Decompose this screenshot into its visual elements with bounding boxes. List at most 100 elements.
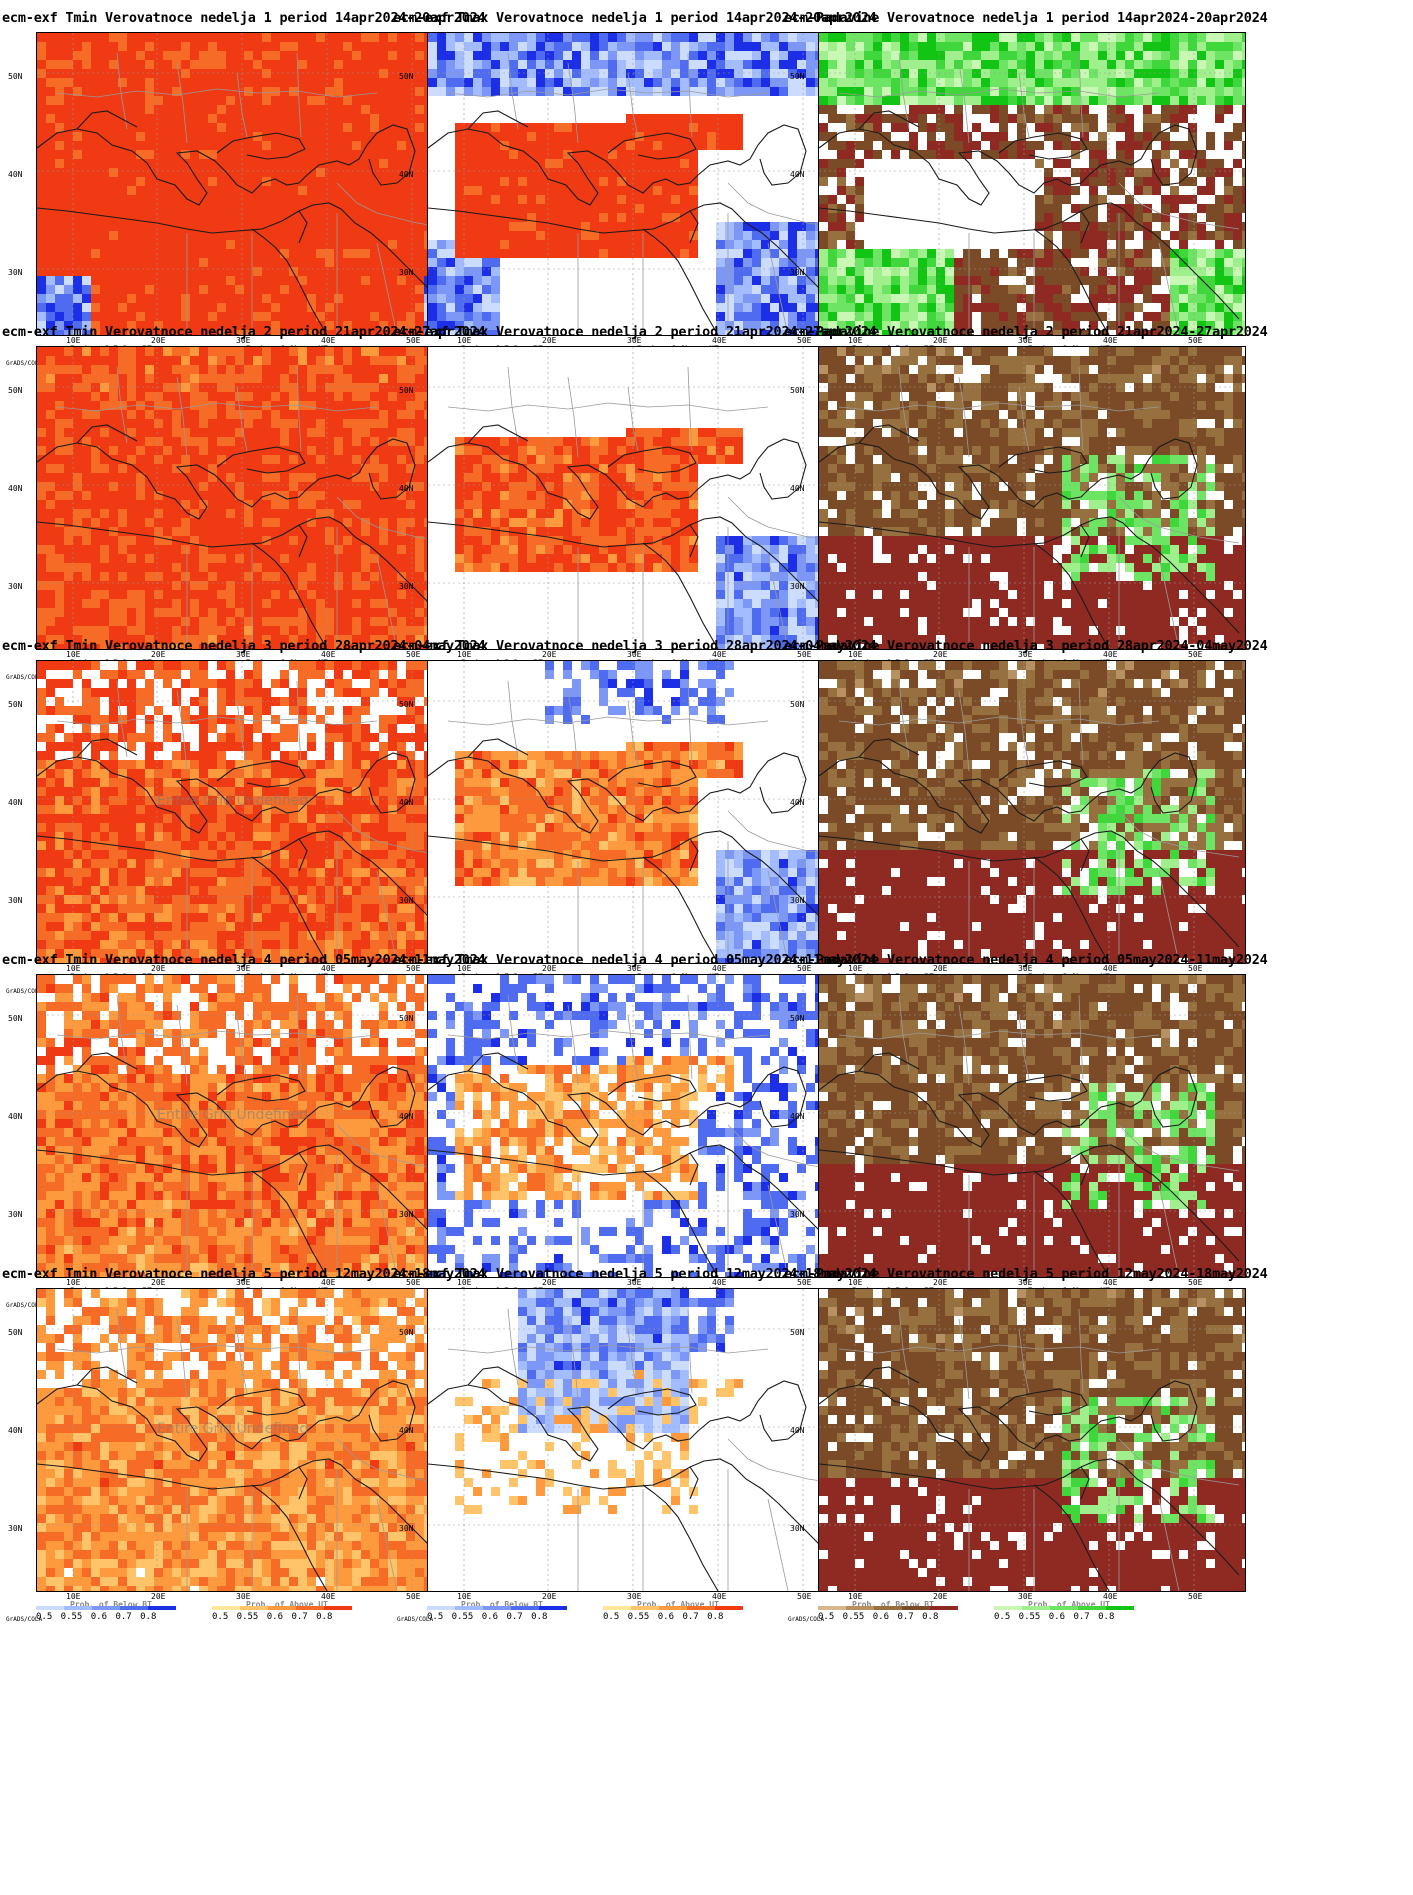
longitude-label: 20E [933,650,948,659]
coastline [428,738,849,963]
graticule [37,347,463,649]
longitude-label: 50E [1188,650,1203,659]
latitude-label: 40N [8,484,23,493]
longitude-label: 40E [321,1592,336,1601]
map-frame [36,346,464,650]
graticule [819,661,1245,963]
longitude-label: 10E [848,964,863,973]
coastline [819,1052,1240,1277]
panel-title: ecm-Padavine Verovatnoce nedelja 5 perio… [784,1266,1268,1282]
country-borders [56,52,458,335]
longitude-label: 10E [66,336,81,345]
legend-title: Prob. of Above UT [246,1600,328,1609]
legend-ticks: 0.5 0.55 0.6 0.7 0.8 [427,1612,548,1622]
country-borders [838,680,1240,963]
longitude-label: 30E [627,1278,642,1287]
legend-title: Prob. of Below BT [852,1600,934,1609]
graticule [428,975,854,1277]
map-frame [427,974,855,1278]
graticule [819,975,1245,1277]
grads-credit: GrADS/COLA [397,1616,434,1623]
latitude-label: 30N [8,896,23,905]
panel-title: ecm-exf Tmax Verovatnoce nedelja 2 perio… [393,324,877,340]
latitude-label: 40N [8,1426,23,1435]
grads-credit: GrADS/COLA [6,1616,43,1623]
latitude-label: 40N [8,798,23,807]
longitude-label: 30E [236,650,251,659]
coastline [428,1052,849,1277]
latitude-label: 30N [790,896,805,905]
map-svg [37,975,463,1277]
map-panel: ecm-exf Tmax Verovatnoce nedelja 4 perio… [391,942,877,1321]
longitude-label: 40E [1103,1278,1118,1287]
longitude-label: 10E [848,336,863,345]
map-frame [427,32,855,336]
legend-colorbar [818,1606,958,1610]
longitude-label: 20E [151,1592,166,1601]
map-panel: ecm-exf Tmax Verovatnoce nedelja 2 perio… [391,314,877,693]
longitude-label: 30E [1018,650,1033,659]
map-svg [37,347,463,649]
longitude-label: 20E [542,1592,557,1601]
latitude-label: 30N [790,268,805,277]
longitude-label: 30E [627,1592,642,1601]
latitude-label: 50N [8,72,23,81]
longitude-label: 30E [627,964,642,973]
legend-colorbar [603,1606,743,1610]
longitude-label: 40E [321,1278,336,1287]
map-svg [819,347,1245,649]
map-frame [818,974,1246,1278]
longitude-label: 40E [1103,336,1118,345]
panel-title: ecm-exf Tmin Verovatnoce nedelja 3 perio… [2,638,486,654]
longitude-label: 20E [933,964,948,973]
latitude-label: 40N [399,1112,414,1121]
panel-title: ecm-Padavine Verovatnoce nedelja 4 perio… [784,952,1268,968]
probability-field [819,33,1245,335]
coastline [37,1052,458,1277]
country-borders [838,994,1240,1277]
longitude-label: 20E [933,336,948,345]
longitude-label: 50E [1188,336,1203,345]
probability-field [819,347,1245,649]
map-frame [818,660,1246,964]
coastline [37,738,458,963]
probability-field [819,661,1245,963]
graticule [37,975,463,1277]
legend-below: Prob. of Below BT 0.5 0.55 0.6 0.7 0.8 [427,1600,587,1628]
probability-field [37,975,463,1277]
latitude-label: 40N [790,1112,805,1121]
longitude-label: 10E [66,1592,81,1601]
longitude-label: 10E [457,1278,472,1287]
longitude-label: 30E [1018,1278,1033,1287]
coastline [819,738,1240,963]
coastline [37,424,458,649]
country-borders [56,680,458,963]
latitude-label: 50N [790,1328,805,1337]
coastline [819,110,1240,335]
probability-field [455,1289,743,1514]
longitude-label: 40E [1103,1592,1118,1601]
panel-title: ecm-Padavine Verovatnoce nedelja 1 perio… [784,10,1268,26]
longitude-label: 30E [1018,1592,1033,1601]
longitude-label: 30E [1018,336,1033,345]
latitude-label: 30N [8,1524,23,1533]
longitude-label: 40E [321,336,336,345]
graticule [37,1289,463,1591]
longitude-label: 40E [712,336,727,345]
legend-title: Prob. of Above UT [1028,1600,1110,1609]
panel-title: ecm-exf Tmax Verovatnoce nedelja 3 perio… [393,638,877,654]
latitude-label: 50N [790,72,805,81]
map-svg [819,33,1245,335]
longitude-label: 10E [66,1278,81,1287]
map-svg [819,975,1245,1277]
map-frame: Entire Grid Undefined [36,974,464,1278]
coastline [819,424,1240,649]
longitude-label: 40E [712,964,727,973]
longitude-label: 40E [321,650,336,659]
map-panel: ecm-exf Tmax Verovatnoce nedelja 1 perio… [391,0,877,379]
latitude-label: 50N [399,1014,414,1023]
longitude-label: 10E [457,964,472,973]
map-panel: ecm-exf Tmin Verovatnoce nedelja 2 perio… [0,314,486,693]
coastline [37,110,458,335]
